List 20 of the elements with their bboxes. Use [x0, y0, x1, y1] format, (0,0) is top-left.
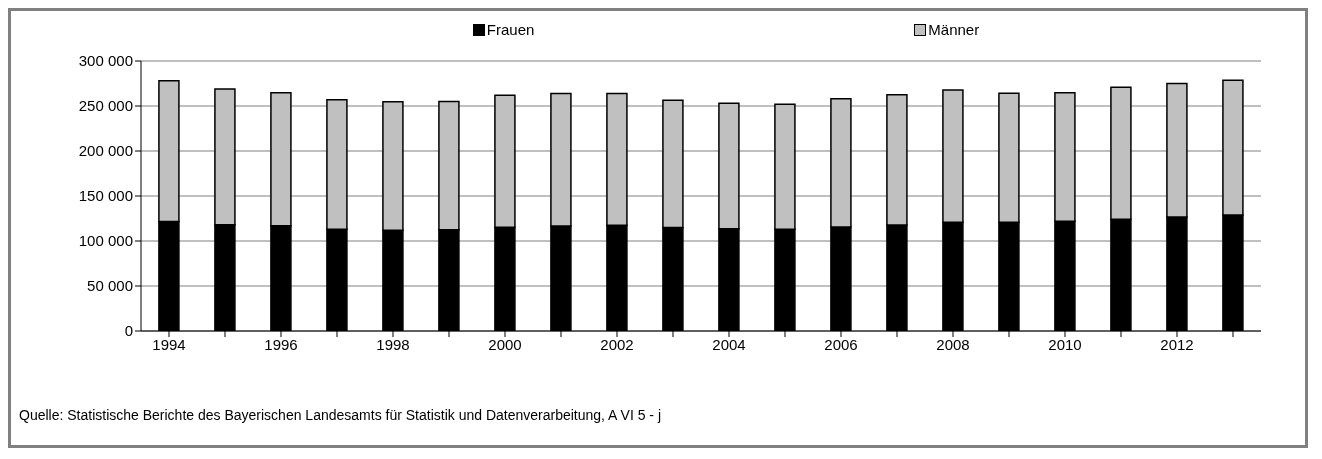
x-tick-label: 1996 — [264, 335, 298, 353]
y-tick-label: 300 000 — [78, 52, 133, 70]
legend-label: Männer — [927, 21, 980, 38]
y-tick-label: 50 000 — [87, 277, 133, 295]
x-tick-label: 2000 — [488, 335, 522, 353]
x-tick-label: 2008 — [936, 335, 970, 353]
y-tick-label: 150 000 — [78, 187, 133, 205]
x-tick-label: 2010 — [1048, 335, 1082, 353]
y-tick-label: 100 000 — [78, 232, 133, 250]
x-tick-label: 2004 — [712, 335, 746, 353]
source-note: Quelle: Statistische Berichte des Bayerischen Landesamts für Statistik und Datenverarbeitung, A VI 5 - j — [19, 407, 662, 423]
y-tick-label: 250 000 — [78, 97, 133, 115]
x-tick-label: 2006 — [824, 335, 858, 353]
x-tick-label: 2012 — [1160, 335, 1194, 353]
x-tick-label: 1998 — [376, 335, 410, 353]
x-tick-label: 2002 — [600, 335, 634, 353]
y-tick-label: 0 — [124, 322, 133, 340]
y-tick-label: 200 000 — [78, 142, 133, 160]
x-tick-label: 1994 — [152, 335, 186, 353]
legend-label: Frauen — [485, 21, 535, 38]
